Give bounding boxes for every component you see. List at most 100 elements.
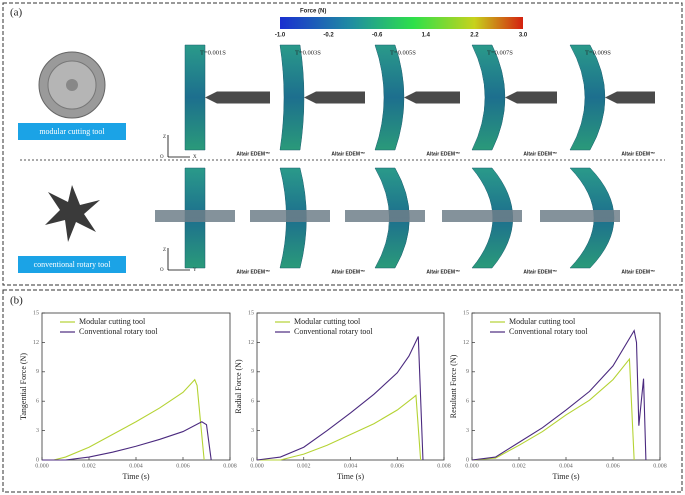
colorbar-tick-label: 3.0 [519,33,528,39]
particle-column [374,44,405,151]
x-tick-label: 0.008 [653,463,667,469]
y-tick-label: 0 [36,457,39,463]
y-tick-label: 6 [36,399,39,405]
particle-column [569,44,606,151]
watermark: Altair EDEM™ [331,269,365,275]
particle-column [471,167,513,269]
rotary-tool-image [45,185,100,242]
watermark: Altair EDEM™ [236,269,270,275]
y-tick-label: 9 [466,369,469,375]
x-tick-label: 0.002 [297,463,311,469]
x-tick-label: 0.004 [129,463,143,469]
time-label: T=0.001S [200,49,226,56]
legend-label: Conventional rotary tool [509,327,588,336]
legend-label: Modular cutting tool [294,317,361,326]
cutting-tool [540,210,620,222]
tool-label-box [18,123,126,140]
cutting-tool [505,91,557,104]
y-axis-label: Tangential Force (N) [19,353,28,420]
tool-label: modular cutting tool [39,127,105,136]
y-tick-label: 12 [33,340,39,346]
y-tick-label: 9 [251,369,254,375]
watermark: Altair EDEM™ [621,151,655,157]
axis-icon-label: O [160,268,164,273]
tool-label: conventional rotary tool [34,260,112,269]
x-tick-label: 0.002 [512,463,526,469]
y-tick-label: 12 [463,340,469,346]
legend-label: Conventional rotary tool [79,327,158,336]
y-tick-label: 3 [466,428,469,434]
watermark: Altair EDEM™ [236,151,270,157]
particle-column [279,44,305,151]
panel-label: (a) [10,7,23,19]
colorbar-tick-label: 1.4 [422,33,431,39]
legend-label: Conventional rotary tool [294,327,373,336]
time-label: T=0.007S [487,49,513,56]
watermark: Altair EDEM™ [523,269,557,275]
x-tick-label: 0.004 [344,463,358,469]
y-tick-label: 3 [36,428,39,434]
data-line [471,357,635,461]
axis-icon-label: Z [163,135,166,140]
time-label: T=0.003S [295,49,321,56]
watermark: Altair EDEM™ [426,269,460,275]
axis-icon-label: Y [193,268,197,273]
y-tick-label: 15 [248,310,254,316]
time-label: T=0.005S [390,49,416,56]
particle-column [184,44,206,151]
x-tick-label: 0.006 [606,463,620,469]
y-tick-label: 0 [251,457,254,463]
watermark: Altair EDEM™ [331,151,365,157]
y-axis-label: Resultant Force (N) [449,354,458,418]
legend-label: Modular cutting tool [79,317,146,326]
y-tick-label: 9 [36,369,39,375]
modular-tool-image [66,79,78,91]
colorbar [280,17,523,29]
cutting-tool [250,210,330,222]
data-line [471,329,647,461]
y-tick-label: 6 [466,399,469,405]
cutting-tool [155,210,235,222]
cutting-tool [345,210,425,222]
tool-label-box [18,256,126,273]
x-axis-label: Time (s) [552,472,579,481]
cutting-tool [404,91,460,104]
y-tick-label: 6 [251,399,254,405]
colorbar-tick-label: -0.2 [323,33,334,39]
axis-icon-label: X [193,155,197,160]
cutting-tool [205,91,270,104]
y-tick-label: 3 [251,428,254,434]
data-line [256,336,424,461]
particle-column [471,44,506,151]
colorbar-tick-label: -0.6 [372,33,383,39]
x-tick-label: 0.002 [82,463,96,469]
y-axis-label: Radial Force (N) [234,359,243,414]
x-tick-label: 0.000 [465,463,479,469]
panel-label: (b) [10,295,23,307]
y-tick-label: 12 [248,340,254,346]
colorbar-title: Force (N) [300,9,326,15]
y-tick-label: 15 [33,310,39,316]
colorbar-tick-label: -1.0 [275,33,286,39]
x-tick-label: 0.006 [176,463,190,469]
data-line [257,394,422,461]
x-tick-label: 0.008 [437,463,451,469]
watermark: Altair EDEM™ [426,151,460,157]
data-line [42,421,212,461]
x-tick-label: 0.000 [35,463,49,469]
x-tick-label: 0.006 [391,463,405,469]
axis-icon-label: Z [163,248,166,253]
data-line [42,378,205,461]
x-axis-label: Time (s) [337,472,364,481]
axis-icon-label: O [160,155,164,160]
y-tick-label: 15 [463,310,469,316]
cutting-tool [605,91,655,104]
x-tick-label: 0.004 [559,463,573,469]
time-label: T=0.009S [585,49,611,56]
x-axis-label: Time (s) [122,472,149,481]
x-tick-label: 0.008 [223,463,237,469]
colorbar-tick-label: 2.2 [470,33,479,39]
cutting-tool [304,91,365,104]
y-tick-label: 0 [466,457,469,463]
